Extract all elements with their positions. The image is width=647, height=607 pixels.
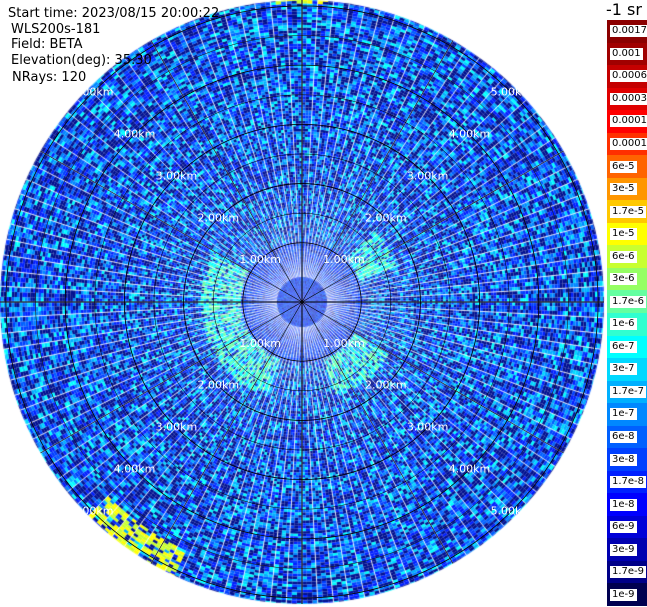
range-label: 5.00km (72, 86, 114, 99)
colorbar-tick-label: 1e-5 (610, 228, 637, 241)
colorbar-tick-label: 0.0017 (610, 25, 647, 38)
colorbar-tick-label: 1e-8 (610, 498, 637, 511)
start-time-label: Start time: 2023/08/15 20:00:22 (8, 6, 220, 21)
device-label: WLS200s-181 (11, 22, 101, 37)
azimuth-spoke (40, 150, 303, 303)
colorbar-tick-label: 1e-9 (610, 588, 637, 601)
azimuth-spoke (40, 301, 303, 454)
colorbar-tick-label: 6e-5 (610, 160, 637, 173)
range-label: 2.00km (197, 379, 239, 392)
range-label: 2.00km (365, 211, 407, 224)
colorbar-tick-label: 6e-6 (610, 250, 637, 263)
colorbar-tick-label: 6e-7 (610, 340, 637, 353)
colorbar-tick-label: 1e-7 (610, 408, 637, 421)
range-label: 2.00km (197, 211, 239, 224)
colorbar-tick-label: 1.7e-6 (610, 295, 647, 308)
azimuth-spoke (150, 301, 303, 564)
colorbar-tick-label: 1.7e-8 (610, 476, 647, 489)
azimuth-spoke (301, 40, 454, 303)
colorbar-tick-label: 1.7e-7 (610, 385, 647, 398)
colorbar-tick-label: 3e-6 (610, 273, 637, 286)
colorbar-tick-label: 1.7e-9 (610, 566, 647, 579)
elevation-label: Elevation(deg): 35.30 (11, 53, 152, 68)
colorbar-tick-label: 3e-9 (610, 543, 637, 556)
range-label: 5.00km (491, 504, 533, 517)
colorbar-tick-label: 1e-6 (610, 318, 637, 331)
colorbar-tick-label: 3e-5 (610, 183, 637, 196)
range-label: 4.00km (114, 128, 156, 141)
range-label: 5.00km (72, 504, 114, 517)
range-label: 4.00km (114, 462, 156, 475)
colorbar-tick-label: 3e-7 (610, 363, 637, 376)
colorbar-tick-label: 6e-8 (610, 430, 637, 443)
nrays-label: NRays: 120 (12, 70, 87, 85)
colorbar-tick-label: 0.0006 (610, 70, 647, 83)
colorbar-tick-label: 3e-8 (610, 453, 637, 466)
range-label: 1.00km (239, 253, 281, 266)
azimuth-spoke (301, 301, 454, 564)
colorbar-unit-label: -1 sr (606, 0, 642, 19)
colorbar-tick-label: 0.0001 (610, 137, 647, 150)
colorbar-tick-label: 6e-9 (610, 521, 637, 534)
colorbar-tick-label: 0.001 (610, 47, 643, 60)
range-label: 4.00km (449, 462, 491, 475)
range-label: 2.00km (365, 379, 407, 392)
range-label: 1.00km (323, 253, 365, 266)
range-label: 4.00km (449, 128, 491, 141)
azimuth-spoke (301, 150, 564, 303)
range-label: 3.00km (407, 421, 449, 434)
range-label: 5.00km (491, 86, 533, 99)
colorbar-tick-label: 1.7e-5 (610, 205, 647, 218)
azimuth-spoke (301, 301, 564, 454)
colorbar-tick-label: 0.00017 (610, 115, 647, 128)
range-label: 3.00km (407, 169, 449, 182)
range-label: 1.00km (323, 337, 365, 350)
range-label: 3.00km (156, 421, 198, 434)
range-label: 3.00km (156, 169, 198, 182)
colorbar-tick-label: 0.0003 (610, 92, 647, 105)
azimuth-spoke (150, 40, 303, 303)
field-label: Field: BETA (11, 37, 83, 52)
range-label: 1.00km (239, 337, 281, 350)
